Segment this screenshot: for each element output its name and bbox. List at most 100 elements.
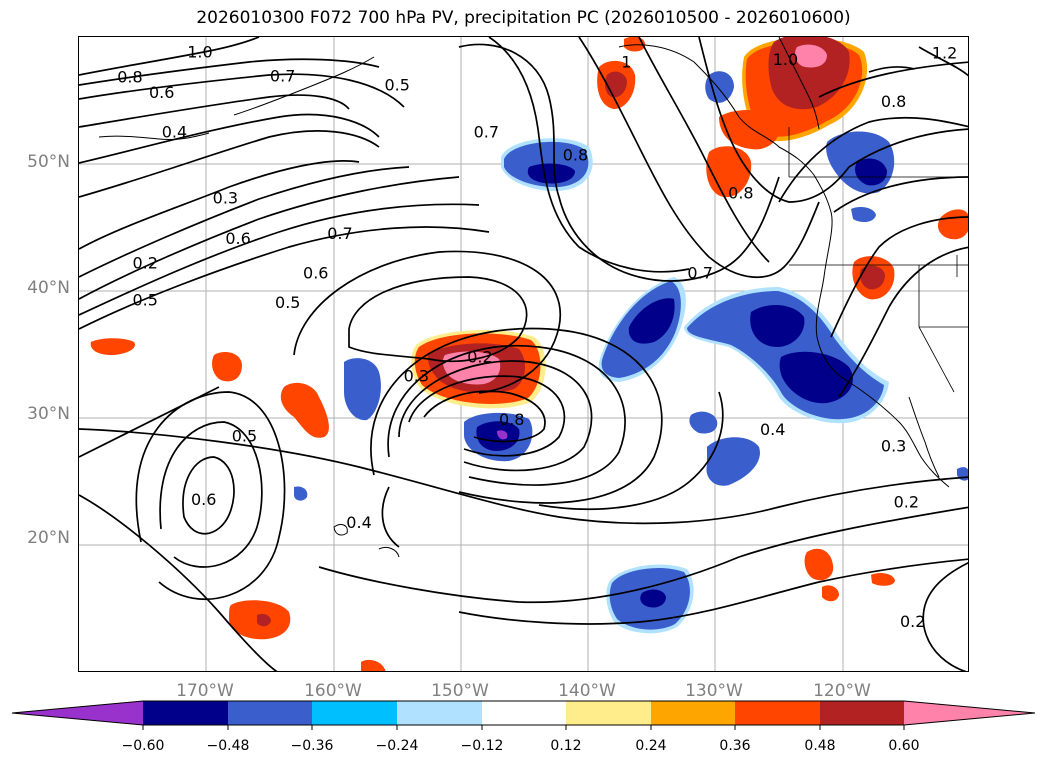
lon-label-140w: 140°W — [558, 681, 616, 701]
contour-label: 0.4 — [162, 122, 187, 141]
contour-label: 0.8 — [728, 183, 753, 202]
precip-negative-area — [344, 358, 381, 421]
precip-positive-area — [624, 37, 646, 52]
colorbar-segment — [651, 701, 735, 725]
colorbar-tick-label: 0.24 — [635, 738, 667, 754]
precip-positive-area — [859, 265, 885, 290]
colorbar-segment — [735, 701, 820, 725]
precip-negative-area — [294, 486, 308, 501]
colorbar-tick-label: −0.24 — [375, 738, 419, 754]
contour-label: 0.8 — [563, 145, 588, 164]
precip-positive-area — [768, 37, 850, 110]
colorbar-tick-label: −0.36 — [290, 738, 334, 754]
contour-label: 0.8 — [499, 410, 524, 429]
contour-label: 0.7 — [327, 224, 352, 243]
contour-label: 0.8 — [117, 68, 142, 87]
colorbar-segment — [228, 701, 312, 725]
colorbar-segment — [12, 701, 143, 725]
precip-positive-area — [361, 659, 386, 671]
pv-contours — [79, 37, 968, 671]
precip-negative-area — [640, 589, 666, 608]
contour-label: 0.2 — [894, 493, 919, 512]
precip-negative-area — [705, 71, 734, 103]
political-borders — [788, 127, 968, 393]
colorbar-segment — [904, 701, 1035, 725]
contour-label: 0.6 — [149, 83, 174, 102]
contour-labels: 1.00.80.60.40.30.20.50.60.50.60.70.7 0.50… — [117, 42, 957, 631]
lon-label-150w: 150°W — [431, 681, 489, 701]
precip-negative-area — [779, 351, 853, 404]
precip-positive-area — [257, 613, 271, 627]
colorbar-segment — [397, 701, 482, 725]
contour-label: 0.4 — [346, 513, 371, 532]
precip-shading — [90, 37, 968, 671]
contour-label: 1 — [621, 52, 631, 71]
precip-negative-area — [689, 411, 718, 434]
contour-label: 0.8 — [881, 92, 906, 111]
colorbar-segment — [820, 701, 904, 725]
coastlines — [98, 37, 950, 558]
lon-label-120w: 120°W — [813, 681, 871, 701]
contour-label: 0.4 — [760, 420, 785, 439]
contour-label: 1.0 — [187, 42, 212, 61]
contour-label: 0.5 — [232, 426, 257, 445]
contour-label: 1.2 — [932, 44, 957, 63]
contour-label: 0.6 — [225, 229, 250, 248]
colorbar-segment — [312, 701, 397, 725]
colorbar-tick-label: −0.48 — [206, 738, 250, 754]
precip-positive-area — [719, 110, 780, 150]
lat-label-20: 20°N — [27, 528, 70, 548]
colorbar-tick-label: 0.60 — [888, 738, 920, 754]
contour-label: 0.7 — [687, 264, 712, 283]
colorbar-segment — [143, 701, 228, 725]
precip-negative-area — [851, 207, 876, 223]
precip-positive-area — [90, 338, 135, 355]
lat-label-30: 30°N — [27, 404, 70, 424]
precip-negative-area — [476, 421, 520, 451]
precip-positive-area — [280, 382, 329, 438]
colorbar-tick-label: −0.60 — [121, 738, 165, 754]
contour-label: 0.2 — [467, 348, 492, 367]
contour-label: 0.3 — [881, 437, 906, 456]
precip-positive-area — [804, 548, 834, 581]
contour-label: 0.2 — [132, 253, 157, 272]
chart-title: 2026010300 F072 700 hPa PV, precipitatio… — [196, 8, 851, 28]
precip-positive-area — [795, 44, 827, 68]
lon-label-160w: 160°W — [304, 681, 362, 701]
precip-negative-area — [628, 298, 675, 344]
contour-label: 0.5 — [275, 293, 300, 312]
lon-label-170w: 170°W — [176, 681, 234, 701]
contour-label: 0.2 — [900, 612, 925, 631]
lat-label-40: 40°N — [27, 278, 70, 298]
precip-positive-area — [822, 585, 839, 602]
colorbar-tick-label: 0.48 — [804, 738, 836, 754]
contour-label: 1.0 — [773, 50, 798, 69]
contour-label: 0.6 — [303, 264, 328, 283]
precip-negative-area — [750, 304, 805, 347]
contour-label: 0.6 — [191, 490, 216, 509]
colorbar-tick-label: −0.12 — [460, 738, 504, 754]
lat-label-50: 50°N — [27, 152, 70, 172]
precip-positive-area — [212, 352, 242, 382]
colorbar-segment — [566, 701, 651, 725]
contour-label: 0.3 — [213, 189, 238, 208]
contour-label: 0.5 — [384, 75, 409, 94]
contour-label: 0.7 — [474, 122, 499, 141]
colorbar — [11, 700, 1036, 730]
map-panel: 1.0 0.8 0.6 0.4 0.3 0.2 0.5 0.6 0.5 0.6 0.7 0.7 0.5 0… — [78, 36, 969, 672]
contour-label: 0.5 — [132, 290, 157, 309]
lon-label-130w: 130°W — [685, 681, 743, 701]
colorbar-segment — [482, 701, 566, 725]
contour-label: 0.7 — [270, 66, 295, 85]
map-plot: 1.00.80.60.40.30.20.50.60.50.60.70.7 0.50… — [79, 37, 968, 671]
precip-positive-area — [871, 573, 895, 586]
colorbar-tick-label: 0.12 — [550, 738, 582, 754]
colorbar-tick-label: 0.36 — [719, 738, 751, 754]
precip-negative-area — [706, 437, 760, 486]
precip-negative-area — [855, 158, 887, 186]
precip-negative-area — [497, 430, 508, 440]
gridlines — [79, 37, 968, 671]
precip-negative-area — [527, 163, 575, 184]
contour-label: 0.3 — [404, 367, 429, 386]
precip-positive-area — [937, 209, 968, 240]
